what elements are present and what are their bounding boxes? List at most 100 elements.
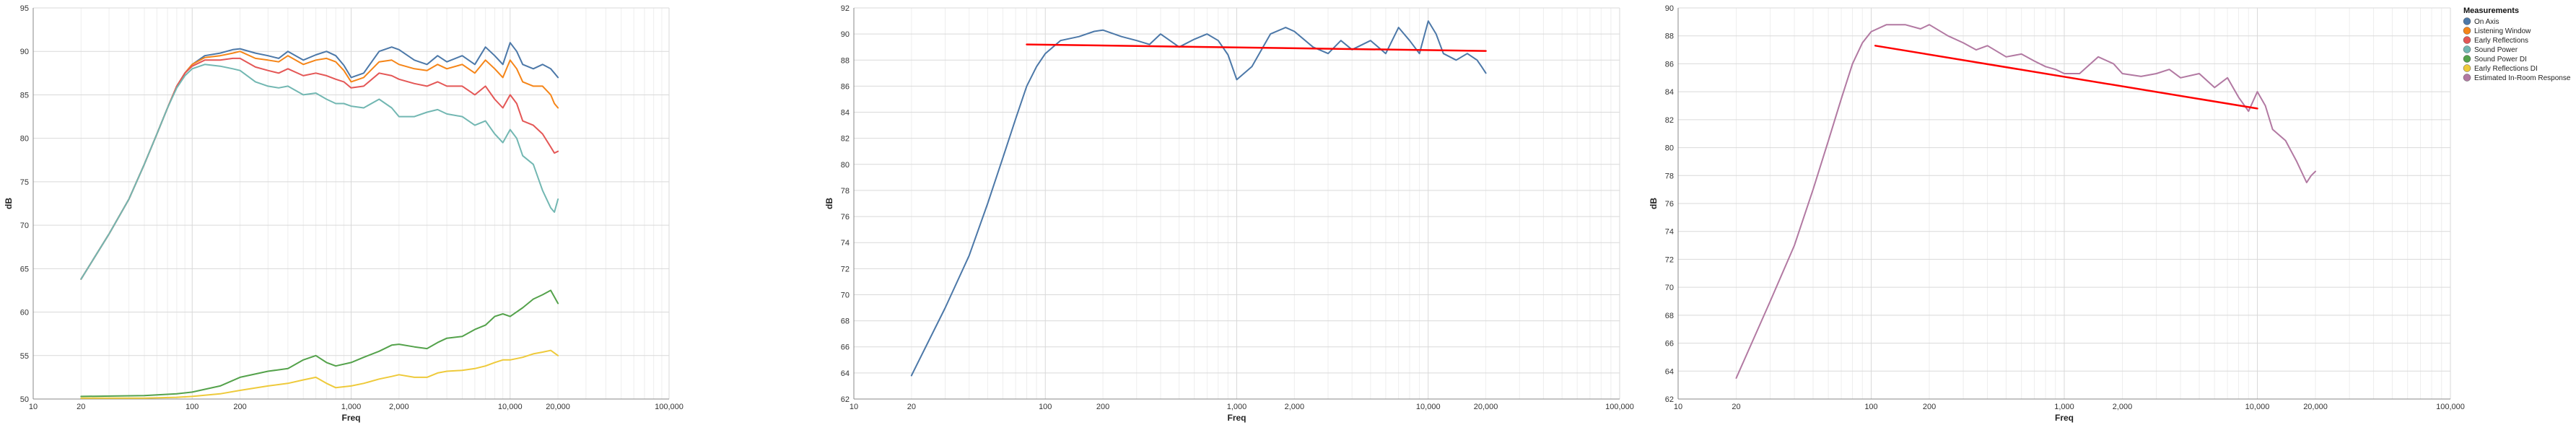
y-tick-label: 68	[1665, 312, 1674, 320]
y-tick-label: 90	[1665, 4, 1674, 13]
x-tick-label: 20	[907, 403, 916, 411]
series-line-on-axis	[80, 42, 559, 280]
x-tick-label: 100,000	[1605, 403, 1634, 411]
legend-swatch	[2463, 17, 2471, 25]
y-tick-label: 82	[1665, 116, 1674, 125]
legend-swatch	[2463, 55, 2471, 63]
x-tick-label: 1,000	[2054, 403, 2074, 411]
x-tick-label: 100	[1039, 403, 1052, 411]
x-tick-label: 10,000	[2245, 403, 2270, 411]
y-tick-label: 66	[841, 343, 850, 352]
x-tick-label: 1,000	[341, 403, 362, 411]
x-tick-label: 20,000	[2303, 403, 2328, 411]
x-tick-label: 100	[1864, 403, 1877, 411]
y-tick-label: 95	[20, 4, 29, 13]
series-line-early-reflections-di	[80, 349, 559, 399]
y-tick-label: 50	[20, 395, 29, 404]
y-tick-label: 88	[841, 56, 850, 65]
legend-swatch	[2463, 27, 2471, 35]
x-tick-label: 2,000	[389, 403, 409, 411]
chart-on-axis-regression: 10 20 100 200 1,000 2,000 10,000 20,000 100,000 6…	[824, 4, 1634, 423]
x-tick-label: 20,000	[546, 403, 570, 411]
x-tick-label: 10,000	[498, 403, 523, 411]
series-line-estimated-in-room-response	[1735, 24, 2316, 379]
legend-item-label: Estimated In-Room Response	[2474, 74, 2571, 82]
x-tick-label: 20,000	[1474, 403, 1498, 411]
series-line-listening-window	[80, 51, 559, 280]
x-tick-label: 200	[233, 403, 246, 411]
series-line-sound-power	[80, 63, 559, 280]
y-tick-label: 66	[1665, 340, 1674, 349]
grid	[1677, 7, 2451, 400]
y-tick-label: 64	[841, 369, 850, 378]
legend-swatch	[2463, 74, 2471, 82]
y-tick-label: 90	[20, 48, 29, 56]
y-tick-label: 78	[841, 187, 850, 196]
y-tick-label: 88	[1665, 32, 1674, 41]
legend-swatch	[2463, 36, 2471, 44]
series-line-trend	[1874, 45, 2258, 110]
legend-item-label: On Axis	[2474, 18, 2499, 26]
y-tick-label: 60	[20, 309, 29, 317]
x-tick-label: 100,000	[2436, 403, 2465, 411]
x-tick-label: 20	[77, 403, 85, 411]
chart-estimated-in-room: 10 20 100 200 1,000 2,000 10,000 20,000 100,000 6…	[1649, 4, 2465, 423]
x-axis-title: Freq	[2055, 413, 2074, 423]
y-tick-label: 70	[841, 291, 850, 299]
x-tick-label: 100	[185, 403, 198, 411]
y-tick-label: 92	[841, 4, 850, 13]
y-tick-label: 75	[20, 178, 29, 187]
legend-swatch	[2463, 45, 2471, 53]
y-tick-label: 76	[841, 213, 850, 222]
x-tick-label: 200	[1096, 403, 1109, 411]
series-line-trend	[1026, 43, 1487, 52]
y-tick-label: 70	[20, 222, 29, 230]
x-tick-label: 2,000	[1285, 403, 1305, 411]
x-tick-label: 100,000	[655, 403, 684, 411]
grid	[32, 7, 670, 400]
x-tick-label: 10,000	[1416, 403, 1441, 411]
legend-item-label: Early Reflections	[2474, 37, 2528, 45]
y-tick-label: 55	[20, 352, 29, 361]
legend-swatch	[2463, 64, 2471, 72]
y-tick-label: 76	[1665, 200, 1674, 209]
y-tick-label: 90	[841, 30, 850, 39]
y-tick-label: 65	[20, 265, 29, 273]
y-tick-label: 74	[841, 239, 850, 247]
chart-cea2034: 10 20 100 200 1,000 2,000 10,000 20,000 100,000 5…	[4, 4, 684, 423]
series-line-on-axis	[910, 20, 1487, 377]
series-line-early-reflections	[80, 57, 559, 280]
x-tick-label: 10	[850, 403, 858, 411]
y-tick-label: 68	[841, 317, 850, 326]
y-axis-title: dB	[824, 198, 834, 209]
x-tick-label: 10	[29, 403, 38, 411]
y-tick-label: 86	[1665, 60, 1674, 69]
legend-title: Measurements	[2463, 6, 2519, 15]
x-tick-label: 2,000	[2113, 403, 2133, 411]
y-axis-title: dB	[4, 198, 14, 209]
y-tick-label: 84	[841, 109, 850, 118]
y-axis-title: dB	[1649, 198, 1659, 209]
y-tick-label: 72	[1665, 255, 1674, 264]
y-tick-label: 74	[1665, 228, 1674, 237]
x-axis-title: Freq	[1227, 413, 1246, 423]
y-tick-label: 70	[1665, 284, 1674, 292]
x-tick-label: 1,000	[1227, 403, 1247, 411]
y-tick-label: 80	[20, 135, 29, 144]
x-tick-label: 20	[1732, 403, 1740, 411]
y-tick-label: 80	[841, 161, 850, 170]
series-line-sound-power-di	[80, 289, 559, 398]
x-tick-label: 10	[1674, 403, 1682, 411]
legend-item-label: Early Reflections DI	[2474, 65, 2538, 73]
y-tick-label: 84	[1665, 88, 1674, 97]
y-tick-label: 64	[1665, 367, 1674, 376]
y-tick-label: 82	[841, 135, 850, 144]
grid	[853, 7, 1620, 400]
y-tick-label: 80	[1665, 144, 1674, 153]
y-tick-label: 72	[841, 265, 850, 273]
legend-item-label: Listening Window	[2474, 27, 2531, 35]
x-axis-title: Freq	[341, 413, 360, 423]
legend-item-label: Sound Power	[2474, 46, 2518, 54]
